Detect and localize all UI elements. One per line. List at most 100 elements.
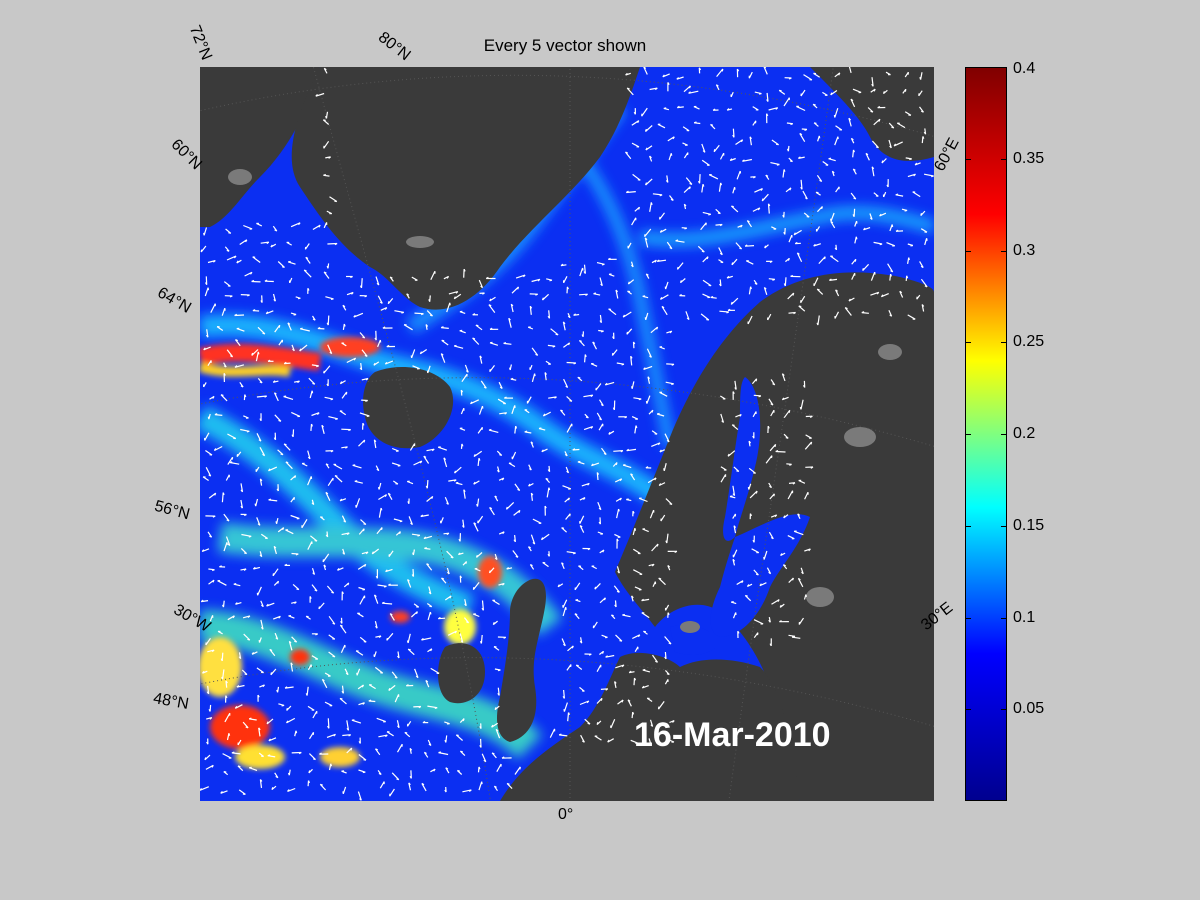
colorbar-tick-label: 0.05: [1013, 700, 1045, 718]
vector-arrowhead: [913, 173, 916, 177]
vector-arrowhead: [294, 640, 297, 643]
vector-arrowhead: [641, 685, 645, 689]
vector-arrow: [426, 480, 429, 489]
vector-arrowhead: [631, 595, 634, 599]
vector-arrowhead: [608, 257, 611, 260]
vector-arrowhead: [281, 266, 285, 268]
vector-arrowhead: [456, 734, 459, 737]
vector-arrow: [273, 546, 277, 555]
vector-arrow: [214, 445, 223, 452]
vector-arrow: [701, 143, 706, 153]
vector-arrowhead: [309, 596, 312, 599]
vector-arrow: [511, 286, 519, 294]
vector-arrow: [548, 310, 551, 319]
vector-arrow: [385, 360, 394, 365]
vector-arrowhead: [676, 105, 680, 109]
vector-arrow: [632, 173, 641, 181]
vector-arrowhead: [510, 303, 514, 307]
vector-arrow: [427, 705, 438, 709]
vector-arrowhead: [265, 311, 269, 315]
vector-arrowhead: [772, 278, 776, 281]
vector-arrowhead: [228, 232, 231, 234]
vector-arrowhead: [549, 279, 553, 282]
vector-arrow: [323, 271, 330, 279]
vector-arrowhead: [517, 286, 520, 290]
vector-arrow: [742, 158, 753, 162]
vector-arrow: [735, 242, 743, 250]
vector-arrowhead: [501, 756, 505, 759]
vector-arrow: [287, 787, 296, 792]
vector-arrowhead: [207, 416, 210, 420]
vector-arrowhead: [534, 373, 536, 377]
vector-arrow: [207, 685, 210, 694]
vector-arrowhead: [499, 386, 503, 389]
vector-arrowhead: [881, 160, 884, 164]
vector-arrowhead: [220, 658, 223, 662]
vector-arrow: [481, 600, 484, 611]
vector-arrow: [871, 77, 874, 87]
vector-arrow: [920, 278, 928, 288]
vector-arrowhead: [693, 121, 697, 124]
vector-arrow: [646, 395, 651, 404]
vector-arrowhead: [220, 790, 223, 794]
vector-arrow: [259, 447, 266, 456]
vector-arrowhead: [641, 598, 644, 602]
vector-arrowhead: [323, 119, 326, 121]
vector-arrow: [579, 700, 590, 706]
vector-arrowhead: [334, 242, 338, 246]
vector-arrowhead: [472, 337, 476, 340]
vector-arrowhead: [346, 532, 350, 536]
vector-arrow: [407, 633, 411, 644]
map-area[interactable]: [200, 67, 934, 801]
vector-arrow: [731, 205, 739, 213]
vector-arrowhead: [600, 403, 604, 407]
vector-arrowhead: [455, 481, 459, 484]
vector-arrowhead: [388, 687, 391, 691]
vector-arrowhead: [731, 262, 734, 266]
vector-arrowhead: [669, 246, 673, 250]
vector-arrowhead: [922, 136, 925, 139]
vector-arrowhead: [749, 136, 752, 140]
vector-arrowhead: [312, 382, 315, 385]
vector-arrowhead: [397, 655, 400, 659]
vector-arrowhead: [804, 128, 808, 131]
vector-arrow: [595, 383, 602, 391]
vector-arrowhead: [566, 286, 569, 290]
vector-arrowhead: [638, 206, 641, 210]
vector-arrowhead: [421, 637, 424, 641]
vector-arrowhead: [212, 515, 216, 518]
vector-arrowhead: [316, 365, 319, 368]
vector-arrowhead: [244, 394, 247, 398]
northeast-land: [810, 67, 934, 161]
vector-arrowhead: [763, 286, 767, 290]
vector-arrowhead: [464, 603, 467, 607]
vector-arrowhead: [810, 441, 813, 445]
vector-arrowhead: [632, 711, 635, 715]
vector-arrowhead: [719, 252, 723, 256]
date-label: 16-Mar-2010: [634, 716, 831, 754]
vector-arrowhead: [388, 583, 391, 586]
vector-arrow: [873, 118, 881, 126]
vector-arrow: [273, 392, 279, 402]
vector-arrow: [290, 222, 301, 228]
vector-arrowhead: [463, 268, 466, 272]
vector-arrowhead: [250, 271, 253, 275]
vector-arrow: [204, 432, 210, 441]
colorbar-tick-mark: [1001, 158, 1006, 160]
chart-title: Every 5 vector shown: [483, 36, 647, 55]
vector-arrowhead: [259, 779, 263, 782]
vector-arrowhead: [291, 434, 294, 438]
vector-arrow: [357, 563, 367, 570]
vector-arrowhead: [630, 264, 634, 268]
vector-arrowhead: [462, 718, 465, 722]
vector-arrowhead: [921, 304, 925, 307]
vector-arrowhead: [437, 616, 441, 620]
vector-arrowhead: [237, 765, 241, 768]
vector-arrowhead: [362, 702, 365, 705]
vector-arrowhead: [211, 764, 214, 768]
vector-arrow: [800, 399, 804, 410]
vector-arrow: [803, 74, 813, 81]
vector-arrow: [285, 529, 294, 535]
vector-arrowhead: [277, 581, 280, 584]
vector-arrowhead: [870, 110, 874, 113]
